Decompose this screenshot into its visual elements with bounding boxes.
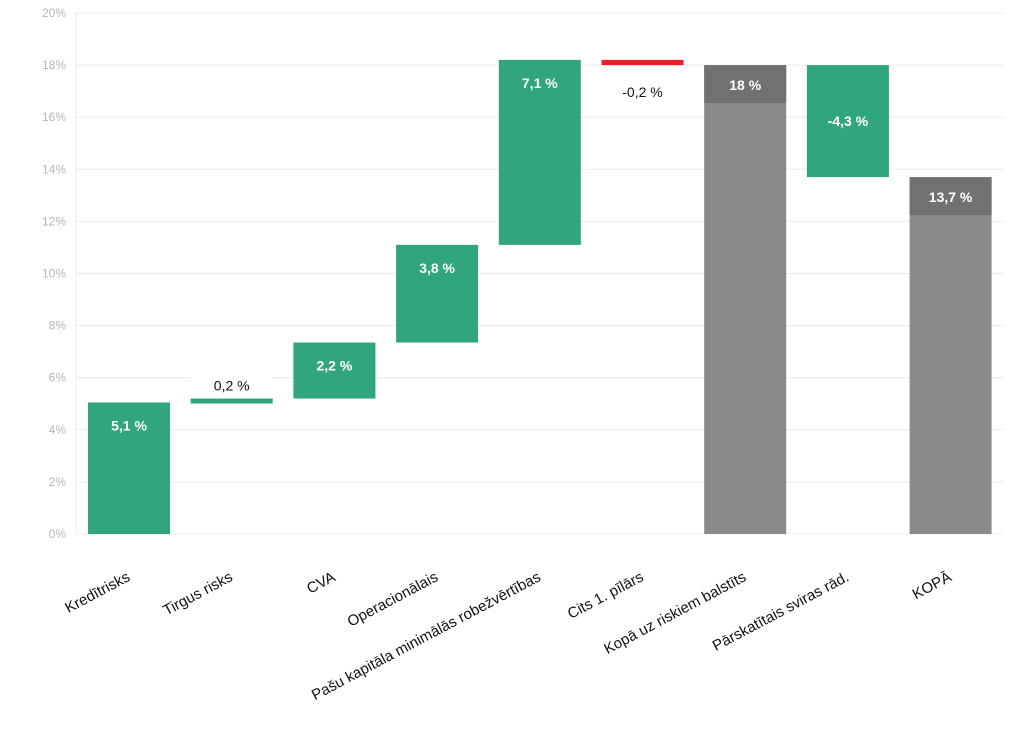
x-category-label: Kredītrisks xyxy=(62,569,133,617)
y-tick-label: 20% xyxy=(42,6,66,20)
y-tick-label: 0% xyxy=(49,527,67,541)
x-category-label: Cits 1. pīlārs xyxy=(565,569,647,623)
bar-5 xyxy=(601,59,684,66)
y-tick-label: 16% xyxy=(42,110,66,124)
bars xyxy=(88,59,992,535)
x-category-label: Tirgus risks xyxy=(160,569,235,620)
x-category-label: Operacionālais xyxy=(345,569,441,631)
bar-3 xyxy=(396,244,479,343)
y-tick-label: 2% xyxy=(49,475,67,489)
data-label: 5,1 % xyxy=(111,417,147,433)
bar-4 xyxy=(498,59,581,245)
y-tick-label: 18% xyxy=(42,58,66,72)
x-category-label: CVA xyxy=(304,569,338,598)
data-label: 18 % xyxy=(729,77,761,93)
y-tick-label: 6% xyxy=(49,371,67,385)
data-label: -0,2 % xyxy=(622,84,662,100)
data-label: 3,8 % xyxy=(419,260,455,276)
y-tick-label: 8% xyxy=(49,319,67,333)
bar-0 xyxy=(88,402,170,534)
data-labels: 5,1 % 0,2 % 2,2 % 3,8 % 7,1 % -0,2 % 18 % -4,3 … xyxy=(111,75,973,434)
bar-6 xyxy=(704,65,787,534)
bar-1 xyxy=(190,398,273,404)
y-tick-label: 12% xyxy=(42,214,66,228)
total-label-bg xyxy=(909,177,992,216)
x-axis-categories: Kredītrisks Tirgus risks CVA Operacionālais… xyxy=(62,569,954,705)
bar-7 xyxy=(806,65,889,178)
data-label: 7,1 % xyxy=(522,75,558,91)
data-label: 0,2 % xyxy=(214,378,250,394)
bar-8 xyxy=(909,177,992,535)
data-label: 2,2 % xyxy=(316,358,352,374)
y-tick-label: 10% xyxy=(42,267,66,281)
data-label: 13,7 % xyxy=(929,189,973,205)
y-tick-label: 14% xyxy=(42,162,66,176)
y-tick-label: 4% xyxy=(49,423,67,437)
data-label: -4,3 % xyxy=(828,113,869,129)
total-label-bg xyxy=(704,65,787,104)
x-category-label: KOPĀ xyxy=(910,569,955,604)
bar-2 xyxy=(293,342,376,399)
y-axis-ticks: 0% 2% 4% 6% 8% 10% 12% 14% 16% 18% 20% xyxy=(42,6,66,541)
data-label-bg xyxy=(191,373,272,396)
